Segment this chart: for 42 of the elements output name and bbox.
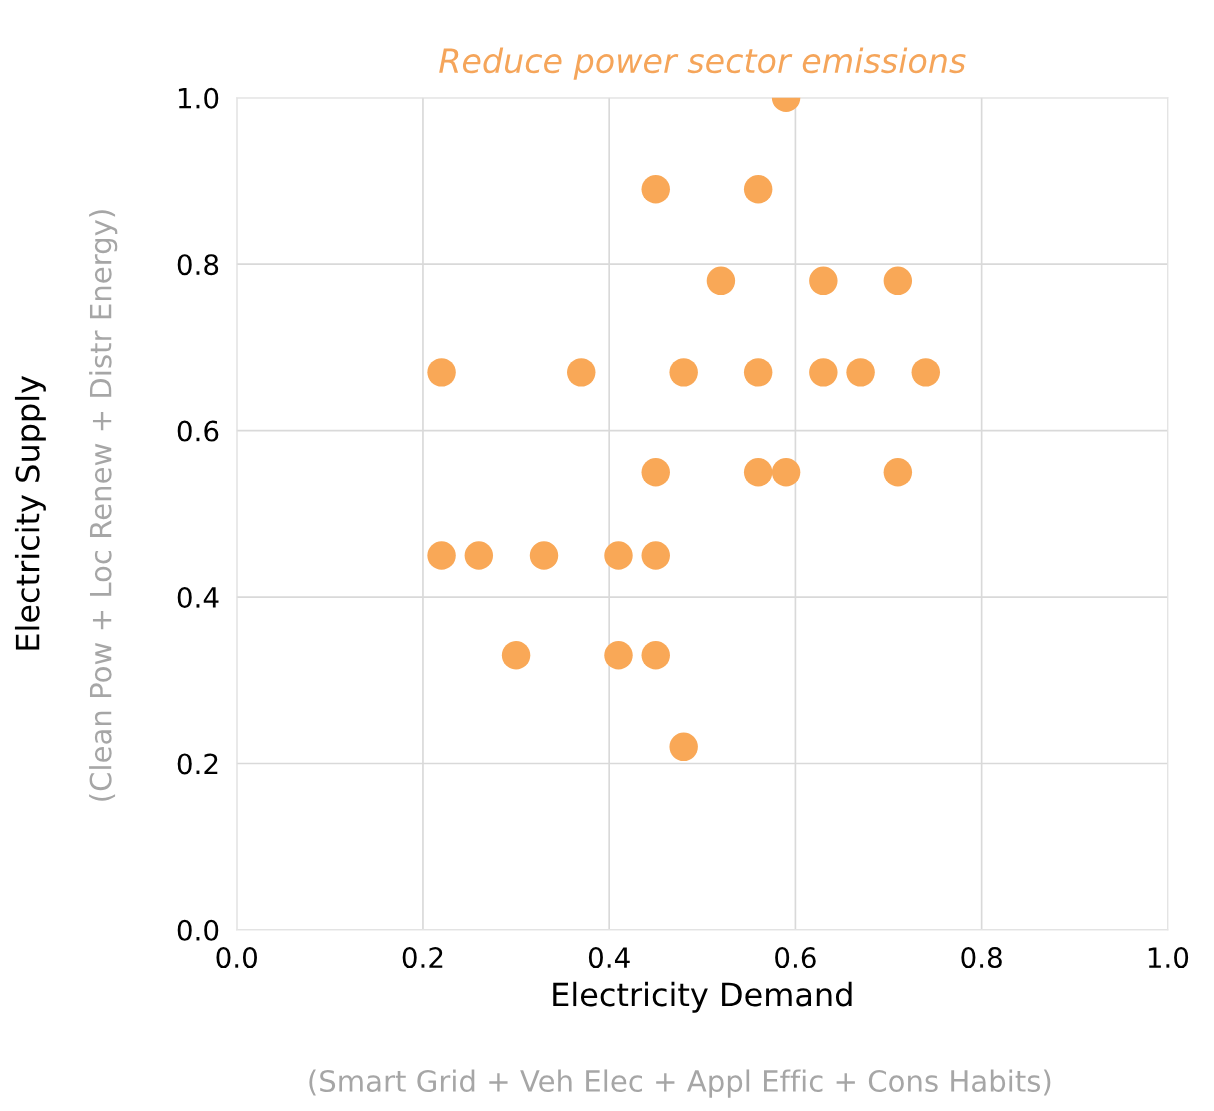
- x-tick-label: 0.2: [402, 947, 443, 969]
- point: [641, 641, 670, 670]
- y-tick-label: 0.6: [177, 420, 219, 442]
- point: [809, 358, 838, 387]
- point: [706, 266, 736, 296]
- y-tick-label: 0.8: [177, 254, 219, 276]
- point: [427, 541, 456, 570]
- point: [846, 358, 875, 387]
- point: [501, 641, 531, 670]
- x-tick-label: 0.8: [961, 947, 1002, 969]
- point: [604, 541, 633, 570]
- point: [567, 358, 596, 387]
- point: [669, 732, 698, 762]
- point: [743, 458, 773, 487]
- x-tick-label: 0.6: [775, 947, 816, 969]
- point: [464, 541, 494, 570]
- point: [911, 358, 940, 387]
- point: [604, 641, 633, 670]
- y-tick-label: 1.0: [178, 87, 219, 109]
- point: [641, 175, 670, 204]
- x-tick-label: 0.0: [216, 947, 257, 969]
- text: (Smart Grid + Veh Elec + Appl Effic + Cons Habits): [309, 1069, 1051, 1098]
- point: [883, 266, 913, 296]
- point: [641, 541, 670, 570]
- y-tick-label: 0.2: [177, 753, 218, 775]
- y-tick-label: 0.0: [177, 919, 219, 941]
- point: [669, 358, 698, 387]
- point: [771, 458, 801, 487]
- x-axis-title: Electricity Demand: [553, 981, 852, 1013]
- y-tick-label: 0.4: [177, 586, 219, 608]
- chart-title: Reduce power sector emissions: [439, 47, 966, 80]
- point: [883, 458, 913, 487]
- point: [529, 541, 559, 570]
- y-axis-title: Electricity Supply: [14, 375, 46, 650]
- point: [743, 175, 773, 204]
- point: [641, 458, 670, 487]
- point: [809, 266, 838, 296]
- point: [427, 358, 456, 387]
- point: [743, 358, 773, 387]
- x-tick-label: 1.0: [1148, 947, 1189, 969]
- text: (Clean Pow + Loc Renew + Distr Energy): [89, 210, 118, 801]
- x-tick-label: 0.4: [588, 947, 630, 969]
